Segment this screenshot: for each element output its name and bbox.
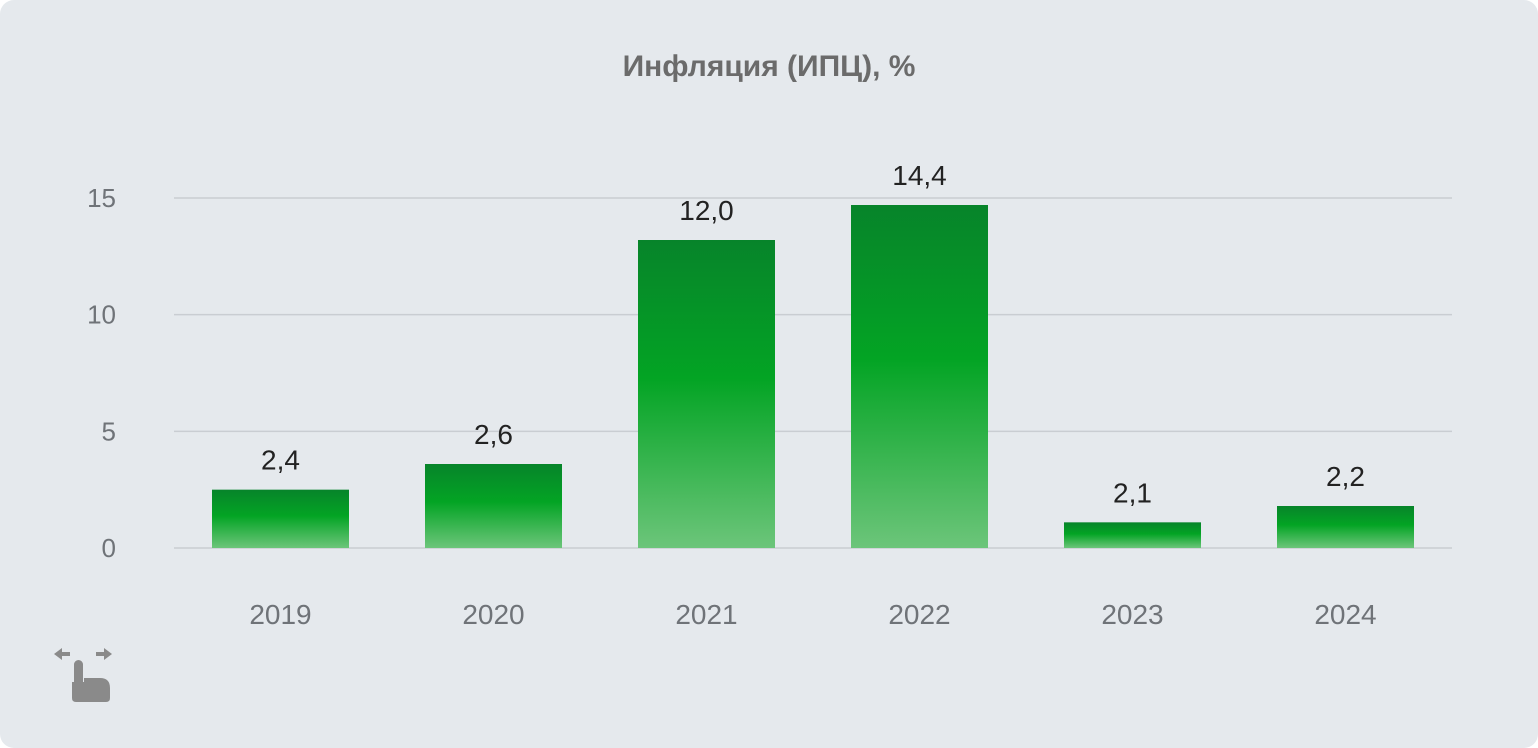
bar-2022 [851, 205, 988, 548]
data-label-2019: 2,4 [261, 445, 300, 476]
bars [212, 205, 1414, 548]
bar-2024 [1277, 506, 1414, 548]
x-axis-categories: 2019 2020 2021 2022 2023 2024 [249, 599, 1376, 630]
y-tick-label: 10 [87, 300, 116, 330]
bar-2020 [425, 464, 562, 548]
x-category-label: 2024 [1314, 599, 1376, 630]
x-category-label: 2023 [1101, 599, 1163, 630]
bar-2021 [638, 240, 775, 548]
y-tick-label: 5 [102, 416, 116, 446]
data-label-2020: 2,6 [474, 419, 513, 450]
x-category-label: 2020 [462, 599, 524, 630]
y-tick-label: 15 [87, 183, 116, 213]
bar-2023 [1064, 522, 1201, 548]
data-label-2023: 2,1 [1113, 477, 1152, 508]
data-label-2021: 12,0 [679, 195, 734, 226]
x-category-label: 2022 [888, 599, 950, 630]
y-axis-ticks: 0 5 10 15 [87, 183, 116, 563]
bar-2019 [212, 489, 349, 548]
data-label-2022: 14,4 [892, 160, 947, 191]
swipe-horizontal-hand-icon [54, 648, 112, 702]
data-labels: 2,4 2,6 12,0 14,4 2,1 2,2 [261, 160, 1365, 508]
y-tick-label: 0 [102, 533, 116, 563]
x-category-label: 2021 [675, 599, 737, 630]
x-category-label: 2019 [249, 599, 311, 630]
chart-title: Инфляция (ИПЦ), % [622, 50, 916, 83]
data-label-2024: 2,2 [1326, 461, 1365, 492]
grid-lines [174, 197, 1452, 549]
